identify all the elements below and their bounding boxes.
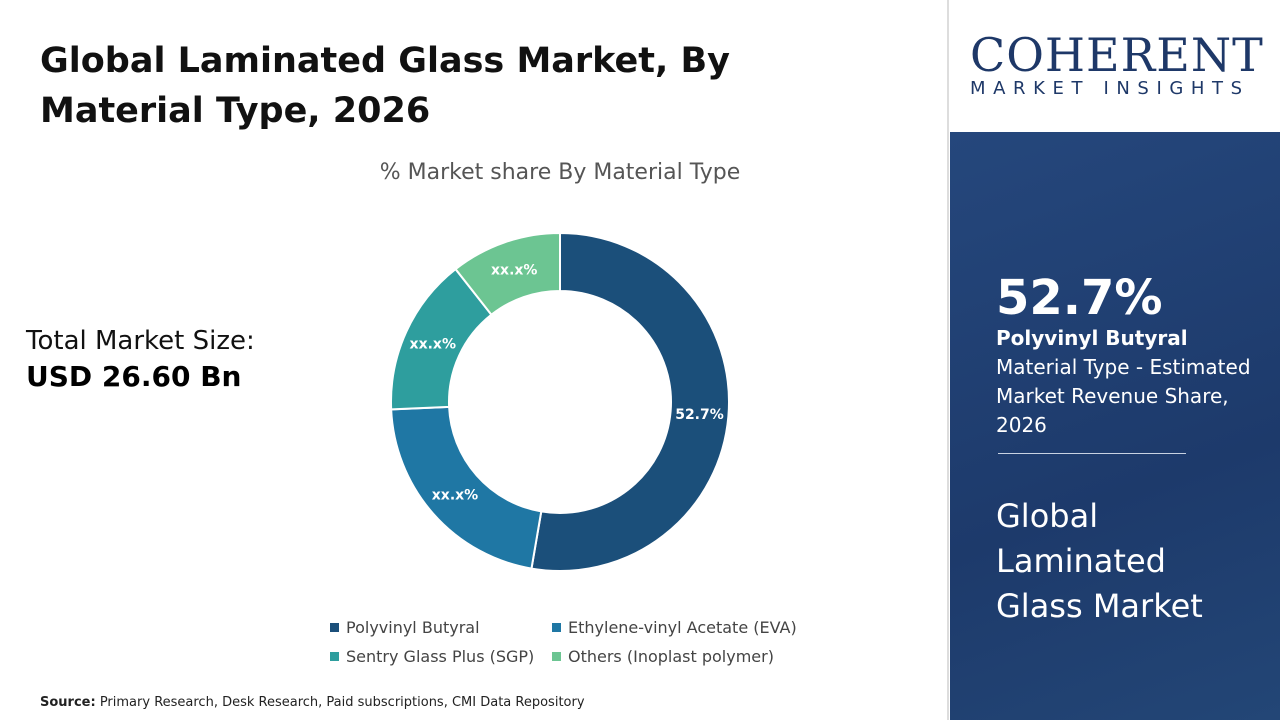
panel-divider bbox=[998, 453, 1186, 454]
source-text: Primary Research, Desk Research, Paid su… bbox=[95, 695, 585, 710]
source-note: Source: Primary Research, Desk Research,… bbox=[40, 695, 585, 710]
data-label: 52.7% bbox=[675, 407, 724, 423]
page-title: Global Laminated Glass Market, By Materi… bbox=[40, 41, 730, 131]
legend-swatch bbox=[330, 652, 339, 661]
donut-slice-0 bbox=[530, 231, 730, 572]
chart-title: % Market share By Material Type bbox=[379, 160, 741, 185]
divider bbox=[947, 0, 949, 720]
legend-swatch bbox=[330, 623, 339, 632]
donut-chart: 52.7% xx.x% xx.x% xx.x% bbox=[390, 231, 730, 572]
total-market-size: Total Market Size: USD 26.60 Bn bbox=[26, 326, 255, 393]
legend-item: Others (Inoplast polymer) bbox=[552, 647, 812, 666]
data-label: xx.x% bbox=[410, 337, 456, 353]
data-label: xx.x% bbox=[491, 263, 537, 279]
total-label: Total Market Size: bbox=[26, 326, 255, 356]
legend-swatch bbox=[552, 652, 561, 661]
legend-item: Ethylene-vinyl Acetate (EVA) bbox=[552, 618, 812, 637]
legend-item: Polyvinyl Butyral bbox=[330, 618, 552, 637]
legend-label: Sentry Glass Plus (SGP) bbox=[346, 647, 535, 666]
highlight-panel: 52.7% Polyvinyl Butyral Material Type - … bbox=[950, 132, 1280, 720]
legend-label: Ethylene-vinyl Acetate (EVA) bbox=[568, 618, 797, 637]
legend-item: Sentry Glass Plus (SGP) bbox=[330, 647, 552, 666]
highlight-desc-text: Material Type - Estimated Market Revenue… bbox=[996, 355, 1251, 437]
legend-swatch bbox=[552, 623, 561, 632]
highlight-description: Polyvinyl Butyral Material Type - Estima… bbox=[996, 324, 1266, 440]
legend: Polyvinyl Butyral Ethylene-vinyl Acetate … bbox=[330, 618, 812, 666]
highlight-percent: 52.7% bbox=[996, 270, 1163, 326]
logo-line1: COHERENT bbox=[970, 28, 1264, 82]
logo: COHERENT MARKET INSIGHTS bbox=[950, 0, 1280, 132]
legend-label: Polyvinyl Butyral bbox=[346, 618, 480, 637]
legend-label: Others (Inoplast polymer) bbox=[568, 647, 774, 666]
highlight-segment: Polyvinyl Butyral bbox=[996, 326, 1188, 350]
donut-slice-3 bbox=[454, 231, 561, 317]
market-name: Global Laminated Glass Market bbox=[996, 497, 1203, 625]
data-label: xx.x% bbox=[432, 488, 478, 504]
total-value: USD 26.60 Bn bbox=[26, 360, 242, 393]
logo-line2: MARKET INSIGHTS bbox=[970, 78, 1250, 99]
source-label: Source: bbox=[40, 695, 96, 710]
